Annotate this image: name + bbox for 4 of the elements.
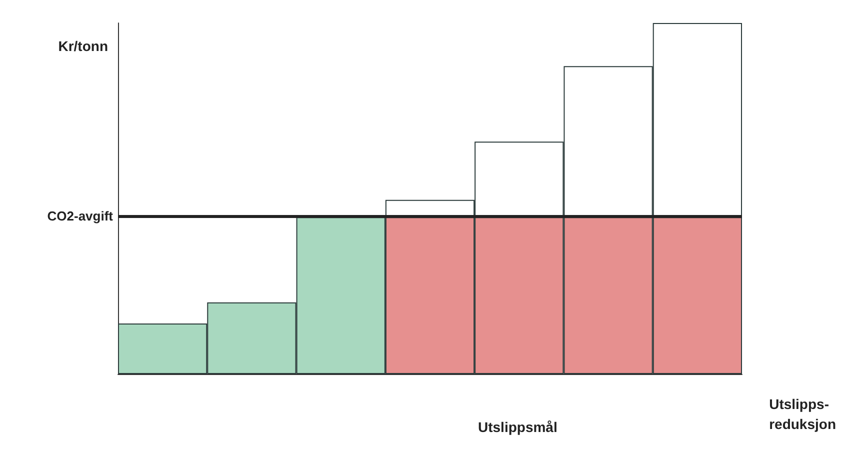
x-axis-title: Utslipps-reduksjon xyxy=(769,396,836,432)
ref-line-label: CO2-avgift xyxy=(47,208,114,224)
text: Utslippsmål xyxy=(478,419,558,435)
y-axis-title: Kr/tonn xyxy=(58,38,108,54)
